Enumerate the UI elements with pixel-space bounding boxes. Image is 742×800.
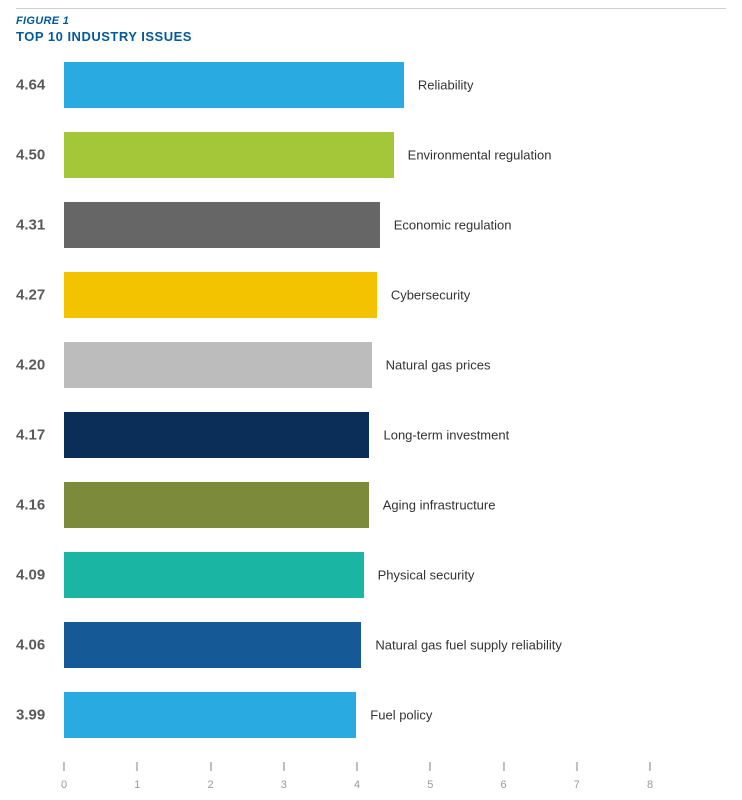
chart-title: TOP 10 INDUSTRY ISSUES	[16, 29, 726, 44]
tick-mark	[649, 762, 651, 771]
axis-tick: 6	[500, 762, 506, 791]
bar-value: 4.17	[16, 427, 60, 444]
bar-label: Aging infrastructure	[383, 498, 496, 513]
tick-mark	[576, 762, 578, 771]
bar-value: 4.16	[16, 497, 60, 514]
bar-label: Economic regulation	[394, 218, 512, 233]
bar	[64, 692, 356, 738]
axis-tick: 1	[134, 762, 140, 791]
bar-value: 4.50	[16, 147, 60, 164]
bar-value: 4.06	[16, 637, 60, 654]
bar	[64, 62, 404, 108]
bar	[64, 202, 380, 248]
bar-row: 3.99Fuel policy	[64, 692, 716, 738]
tick-label: 6	[500, 779, 506, 791]
tick-mark	[429, 762, 431, 771]
bar-row: 4.09Physical security	[64, 552, 716, 598]
bar-row: 4.31Economic regulation	[64, 202, 716, 248]
chart-header: FIGURE 1 TOP 10 INDUSTRY ISSUES	[16, 8, 726, 44]
axis-tick: 5	[427, 762, 433, 791]
bar-label: Fuel policy	[370, 708, 432, 723]
tick-label: 2	[207, 779, 213, 791]
bar-value: 3.99	[16, 707, 60, 724]
bar-label: Long-term investment	[383, 428, 509, 443]
bar	[64, 482, 369, 528]
bar-value: 4.09	[16, 567, 60, 584]
bar	[64, 272, 377, 318]
plot-area: 4.64Reliability 4.50Environmental regulat…	[64, 62, 716, 738]
tick-label: 4	[354, 779, 360, 791]
tick-label: 8	[647, 779, 653, 791]
bar-label: Natural gas fuel supply reliability	[375, 638, 561, 653]
axis-tick: 2	[207, 762, 213, 791]
x-axis: 0 1 2 3 4 5 6 7 8	[64, 762, 716, 800]
bar-value: 4.20	[16, 357, 60, 374]
bar	[64, 412, 369, 458]
figure-number: FIGURE 1	[16, 15, 726, 27]
tick-label: 5	[427, 779, 433, 791]
bar-row: 4.20Natural gas prices	[64, 342, 716, 388]
bar-row: 4.27Cybersecurity	[64, 272, 716, 318]
tick-label: 7	[574, 779, 580, 791]
tick-label: 1	[134, 779, 140, 791]
axis-tick: 0	[61, 762, 67, 791]
tick-mark	[136, 762, 138, 771]
tick-mark	[283, 762, 285, 771]
axis-tick: 8	[647, 762, 653, 791]
bar-row: 4.06Natural gas fuel supply reliability	[64, 622, 716, 668]
tick-mark	[503, 762, 505, 771]
tick-label: 0	[61, 779, 67, 791]
bar	[64, 132, 394, 178]
bar-label: Cybersecurity	[391, 288, 470, 303]
bar-label: Natural gas prices	[386, 358, 491, 373]
tick-label: 3	[281, 779, 287, 791]
bar-label: Reliability	[418, 78, 474, 93]
bar-label: Environmental regulation	[408, 148, 552, 163]
bar	[64, 552, 364, 598]
tick-mark	[63, 762, 65, 771]
tick-mark	[210, 762, 212, 771]
bar-row: 4.64Reliability	[64, 62, 716, 108]
axis-tick: 3	[281, 762, 287, 791]
bar-value: 4.27	[16, 287, 60, 304]
bar-value: 4.31	[16, 217, 60, 234]
tick-mark	[356, 762, 358, 771]
bar	[64, 342, 372, 388]
bar	[64, 622, 361, 668]
bar-row: 4.50Environmental regulation	[64, 132, 716, 178]
axis-tick: 4	[354, 762, 360, 791]
bar-chart: 4.64Reliability4.50Environmental regulat…	[16, 62, 726, 800]
axis-tick: 7	[574, 762, 580, 791]
bar-row: 4.16Aging infrastructure	[64, 482, 716, 528]
bar-row: 4.17Long-term investment	[64, 412, 716, 458]
bar-value: 4.64	[16, 77, 60, 94]
bar-label: Physical security	[378, 568, 475, 583]
